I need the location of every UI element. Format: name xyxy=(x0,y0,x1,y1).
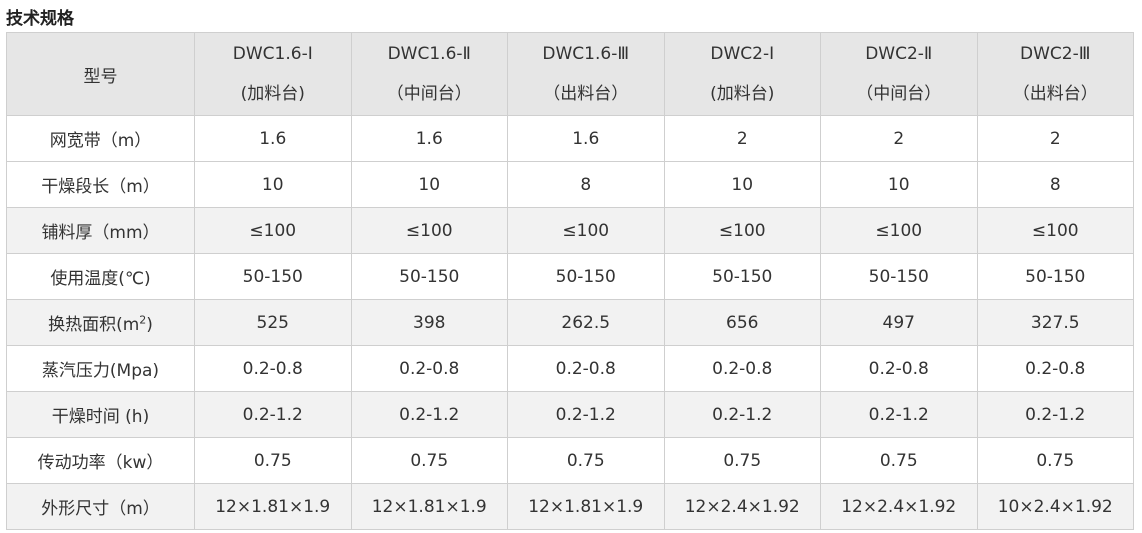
model-header-cell: DWC2-Ⅰ (加料台) xyxy=(663,32,821,116)
model-header-cell: DWC2-Ⅱ （中间台） xyxy=(820,32,978,116)
row-label: 铺料厚（mm） xyxy=(6,207,195,254)
table-row: 使用温度(℃) 50-150 50-150 50-150 50-150 50-1… xyxy=(6,253,1134,300)
table-cell: 0.2-0.8 xyxy=(507,345,665,392)
table-cell: 50-150 xyxy=(820,253,978,300)
table-cell: 525 xyxy=(194,299,352,346)
table-cell: 0.75 xyxy=(194,437,352,484)
table-cell: 1.6 xyxy=(194,115,352,162)
table-cell: 0.75 xyxy=(663,437,821,484)
table-cell: ≤100 xyxy=(507,207,665,254)
header-label-cell: 型号 xyxy=(6,32,195,116)
row-label: 换热面积(m xyxy=(48,315,140,335)
model-type: （出料台） xyxy=(1012,84,1098,104)
row-label: 使用温度(℃) xyxy=(6,253,195,300)
row-label: 干燥时间 (h) xyxy=(6,391,195,438)
table-cell: 398 xyxy=(350,299,508,346)
model-name: DWC1.6-Ⅱ xyxy=(387,44,471,64)
model-type: (加料台) xyxy=(240,84,305,104)
table-cell: ≤100 xyxy=(350,207,508,254)
row-label: 蒸汽压力(Mpa) xyxy=(6,345,195,392)
table-cell: ≤100 xyxy=(194,207,352,254)
table-cell: 0.2-1.2 xyxy=(507,391,665,438)
table-cell: 0.2-0.8 xyxy=(820,345,978,392)
table-cell: 0.2-0.8 xyxy=(194,345,352,392)
table-cell: ≤100 xyxy=(976,207,1134,254)
row-label: 网宽带（m） xyxy=(6,115,195,162)
table-row: 铺料厚（mm） ≤100 ≤100 ≤100 ≤100 ≤100 ≤100 xyxy=(6,207,1134,254)
table-cell: 0.2-0.8 xyxy=(663,345,821,392)
table-cell: 1.6 xyxy=(507,115,665,162)
table-cell: 0.2-0.8 xyxy=(976,345,1134,392)
table-cell: 10 xyxy=(194,161,352,208)
model-header-cell: DWC2-Ⅲ （出料台） xyxy=(976,32,1134,116)
table-cell: 0.2-0.8 xyxy=(350,345,508,392)
table-cell: ≤100 xyxy=(820,207,978,254)
table-header-row: 型号 DWC1.6-Ⅰ (加料台) DWC1.6-Ⅱ （中间台） DWC1.6-Ⅲ （… xyxy=(6,32,1134,116)
table-cell: ≤100 xyxy=(663,207,821,254)
table-cell: 0.75 xyxy=(976,437,1134,484)
table-cell: 0.2-1.2 xyxy=(820,391,978,438)
table-cell: 12×1.81×1.9 xyxy=(194,483,352,530)
model-name: DWC1.6-Ⅰ xyxy=(232,44,313,64)
model-name: DWC2-Ⅲ xyxy=(1020,44,1091,64)
table-cell: 12×2.4×1.92 xyxy=(820,483,978,530)
table-row: 干燥段长（m） 10 10 8 10 10 8 xyxy=(6,161,1134,208)
row-label-suffix: ) xyxy=(146,315,153,335)
table-cell: 2 xyxy=(820,115,978,162)
model-type: （中间台） xyxy=(386,84,472,104)
table-cell: 1.6 xyxy=(350,115,508,162)
table-row: 传动功率（kw） 0.75 0.75 0.75 0.75 0.75 0.75 xyxy=(6,437,1134,484)
table-cell: 497 xyxy=(820,299,978,346)
table-cell: 327.5 xyxy=(976,299,1134,346)
table-cell: 12×1.81×1.9 xyxy=(507,483,665,530)
spec-table: 型号 DWC1.6-Ⅰ (加料台) DWC1.6-Ⅱ （中间台） DWC1.6-Ⅲ （… xyxy=(6,32,1134,530)
table-cell: 262.5 xyxy=(507,299,665,346)
table-cell: 10 xyxy=(350,161,508,208)
table-row: 外形尺寸（m） 12×1.81×1.9 12×1.81×1.9 12×1.81×… xyxy=(6,483,1134,530)
table-cell: 0.2-1.2 xyxy=(350,391,508,438)
table-cell: 2 xyxy=(663,115,821,162)
model-type: （出料台） xyxy=(543,84,629,104)
model-header-cell: DWC1.6-Ⅲ （出料台） xyxy=(507,32,665,116)
table-cell: 0.2-1.2 xyxy=(663,391,821,438)
model-header-cell: DWC1.6-Ⅱ （中间台） xyxy=(350,32,508,116)
table-cell: 0.2-1.2 xyxy=(194,391,352,438)
header-label: 型号 xyxy=(83,66,118,87)
table-cell: 50-150 xyxy=(663,253,821,300)
table-cell: 0.2-1.2 xyxy=(976,391,1134,438)
section-title: 技术规格 xyxy=(6,9,74,29)
table-cell: 50-150 xyxy=(507,253,665,300)
model-type: （中间台） xyxy=(856,84,942,104)
table-cell: 8 xyxy=(507,161,665,208)
table-row: 换热面积(m2) 525 398 262.5 656 497 327.5 xyxy=(6,299,1134,346)
model-name: DWC1.6-Ⅲ xyxy=(542,44,630,64)
row-label-cell: 换热面积(m2) xyxy=(6,299,195,346)
table-cell: 656 xyxy=(663,299,821,346)
model-name: DWC2-Ⅱ xyxy=(865,44,933,64)
table-cell: 50-150 xyxy=(976,253,1134,300)
table-cell: 10 xyxy=(663,161,821,208)
model-type: (加料台) xyxy=(710,84,775,104)
table-row: 蒸汽压力(Mpa) 0.2-0.8 0.2-0.8 0.2-0.8 0.2-0.… xyxy=(6,345,1134,392)
model-name: DWC2-Ⅰ xyxy=(710,44,775,64)
table-cell: 12×2.4×1.92 xyxy=(663,483,821,530)
table-cell: 2 xyxy=(976,115,1134,162)
row-label: 干燥段长（m） xyxy=(6,161,195,208)
table-cell: 0.75 xyxy=(820,437,978,484)
table-row: 网宽带（m） 1.6 1.6 1.6 2 2 2 xyxy=(6,115,1134,162)
table-cell: 0.75 xyxy=(507,437,665,484)
model-header-cell: DWC1.6-Ⅰ (加料台) xyxy=(194,32,352,116)
table-cell: 50-150 xyxy=(350,253,508,300)
row-label: 外形尺寸（m） xyxy=(6,483,195,530)
row-label: 传动功率（kw） xyxy=(6,437,195,484)
table-cell: 10×2.4×1.92 xyxy=(976,483,1134,530)
table-cell: 8 xyxy=(976,161,1134,208)
table-cell: 10 xyxy=(820,161,978,208)
table-cell: 0.75 xyxy=(350,437,508,484)
row-label-superscript: 2 xyxy=(139,313,147,327)
table-row: 干燥时间 (h) 0.2-1.2 0.2-1.2 0.2-1.2 0.2-1.2… xyxy=(6,391,1134,438)
table-cell: 50-150 xyxy=(194,253,352,300)
table-cell: 12×1.81×1.9 xyxy=(350,483,508,530)
